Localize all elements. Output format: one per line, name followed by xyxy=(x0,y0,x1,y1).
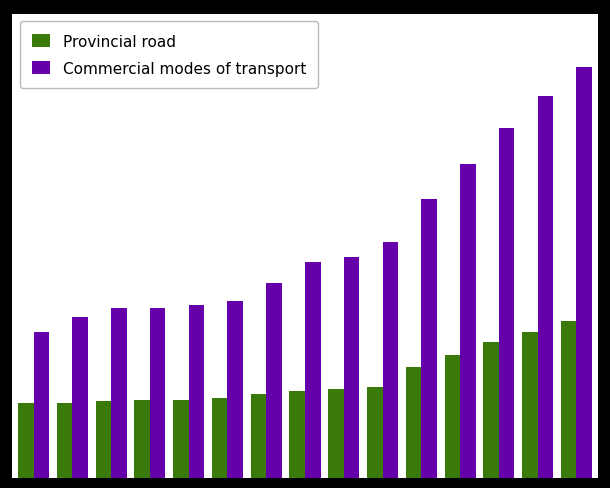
Bar xyxy=(188,305,204,478)
Bar xyxy=(499,129,514,478)
Bar xyxy=(73,318,88,478)
Bar xyxy=(111,309,127,478)
Bar xyxy=(328,389,344,478)
Bar xyxy=(96,402,111,478)
Bar xyxy=(34,332,49,478)
Bar xyxy=(367,387,382,478)
Bar xyxy=(266,284,282,478)
Bar xyxy=(57,404,73,478)
Bar xyxy=(228,302,243,478)
Bar xyxy=(305,263,320,478)
Bar xyxy=(445,355,460,478)
Bar xyxy=(150,309,165,478)
Bar xyxy=(537,97,553,478)
Bar xyxy=(173,400,188,478)
Bar xyxy=(251,394,266,478)
Bar xyxy=(483,343,499,478)
Bar xyxy=(212,398,228,478)
Bar xyxy=(18,404,34,478)
Bar xyxy=(382,243,398,478)
Bar xyxy=(290,391,305,478)
Bar xyxy=(344,257,359,478)
Bar xyxy=(561,321,576,478)
Bar xyxy=(406,367,422,478)
Bar xyxy=(576,68,592,478)
Bar xyxy=(134,400,150,478)
Legend: Provincial road, Commercial modes of transport: Provincial road, Commercial modes of tra… xyxy=(20,22,318,89)
Bar xyxy=(460,164,476,478)
Bar xyxy=(422,200,437,478)
Bar xyxy=(522,332,537,478)
